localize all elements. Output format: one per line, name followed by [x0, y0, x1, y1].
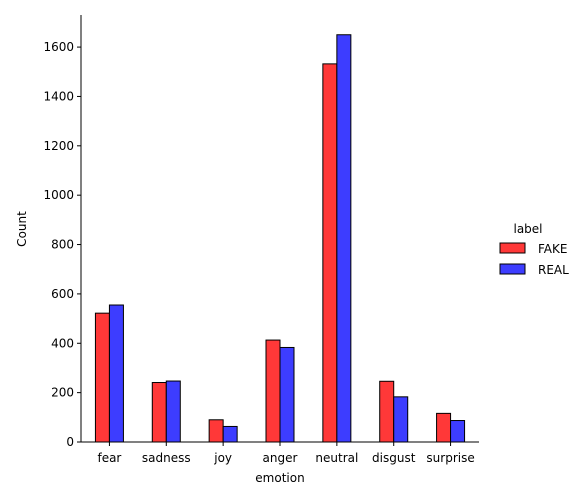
bar-fake-disgust	[379, 380, 395, 443]
x-tick-label-fear: fear	[97, 451, 121, 465]
bar-real-sadness	[165, 380, 181, 443]
x-tick-label-joy: joy	[213, 451, 232, 465]
x-axis-label: emotion	[255, 471, 304, 485]
y-tick-label: 1400	[43, 89, 74, 103]
bar-real-joy	[222, 425, 238, 443]
legend-title: label	[513, 222, 542, 236]
y-tick-label: 600	[51, 287, 74, 301]
bar-fake-fear	[94, 312, 110, 443]
legend-label-real: REAL	[538, 263, 569, 277]
y-tick-label: 1200	[43, 139, 74, 153]
x-tick-label-sadness: sadness	[142, 451, 191, 465]
y-tick-label: 0	[66, 435, 74, 449]
y-axis-label: Count	[15, 211, 29, 247]
x-tick-label-surprise: surprise	[426, 451, 474, 465]
y-tick-label: 1000	[43, 188, 74, 202]
y-tick-label: 1600	[43, 40, 74, 54]
bar-fake-anger	[265, 339, 281, 443]
bar-real-surprise	[450, 420, 466, 443]
bar-real-fear	[108, 304, 124, 443]
bar-real-neutral	[336, 34, 352, 443]
bar-real-disgust	[393, 396, 409, 443]
bar-real-anger	[279, 346, 295, 443]
bar-fake-surprise	[436, 412, 452, 443]
x-tick-label-neutral: neutral	[315, 451, 358, 465]
legend-label-fake: FAKE	[538, 242, 567, 256]
x-tick-label-anger: anger	[263, 451, 298, 465]
bar-fake-sadness	[151, 382, 167, 443]
y-tick-label: 200	[51, 386, 74, 400]
legend-swatch-fake	[499, 242, 526, 254]
x-axis: fear sadness joy anger neutral disgust surpris…	[81, 441, 479, 465]
bar-fake-neutral	[322, 63, 338, 443]
legend: label FAKE REAL	[499, 222, 569, 277]
plot-area	[94, 34, 466, 443]
x-tick-label-disgust: disgust	[372, 451, 416, 465]
y-tick-label: 400	[51, 336, 74, 350]
y-tick-label: 800	[51, 238, 74, 252]
bar-fake-joy	[208, 419, 224, 443]
legend-swatch-real	[499, 263, 526, 275]
y-axis: 0 200 400 600 800 1000 1200 1400 1600	[43, 15, 82, 449]
